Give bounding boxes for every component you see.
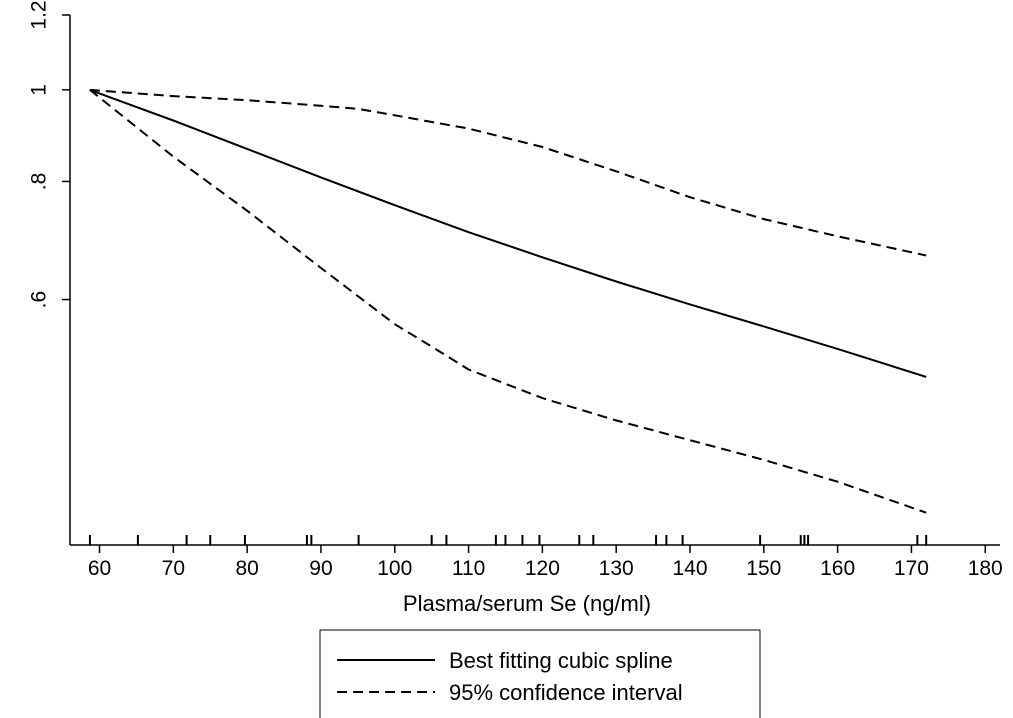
rug-plot — [88, 535, 928, 545]
x-tick-label: 80 — [235, 557, 258, 580]
y-tick-label: .8 — [28, 173, 51, 191]
legend-label-ci: 95% confidence interval — [449, 680, 683, 705]
x-tick-label: 100 — [377, 557, 412, 580]
axes — [62, 14, 1000, 553]
y-tick-label: 1 — [28, 84, 51, 96]
x-tick-label: 140 — [672, 557, 707, 580]
x-tick-label: 130 — [599, 557, 634, 580]
legend: Best fitting cubic spline 95% confidence… — [319, 629, 761, 718]
x-tick-label: 90 — [309, 557, 332, 580]
x-tick-label: 70 — [162, 557, 185, 580]
x-tick-label: 170 — [894, 557, 929, 580]
x-tick-label: 180 — [968, 557, 1003, 580]
spline-line — [89, 88, 927, 378]
y-tick-label: 1.2 — [28, 0, 51, 29]
x-tick-label: 120 — [525, 557, 560, 580]
x-tick-label: 110 — [452, 557, 485, 580]
series-lines — [89, 88, 927, 514]
legend-box — [319, 629, 761, 718]
y-tick-label: .6 — [28, 291, 51, 309]
x-tick-label: 150 — [746, 557, 781, 580]
x-tick-label: 60 — [88, 557, 111, 580]
x-tick-labels: 60 70 80 90 100 110 120 130 140 150 160 170 180 — [88, 557, 1003, 580]
legend-label-spline: Best fitting cubic spline — [449, 648, 673, 673]
y-tick-labels: .6 .8 1 1.2 — [28, 0, 51, 308]
x-tick-label: 160 — [820, 557, 855, 580]
ci-lower-line — [89, 89, 927, 514]
x-axis-title: Plasma/serum Se (ng/ml) — [403, 591, 651, 616]
ci-upper-line — [89, 88, 927, 257]
